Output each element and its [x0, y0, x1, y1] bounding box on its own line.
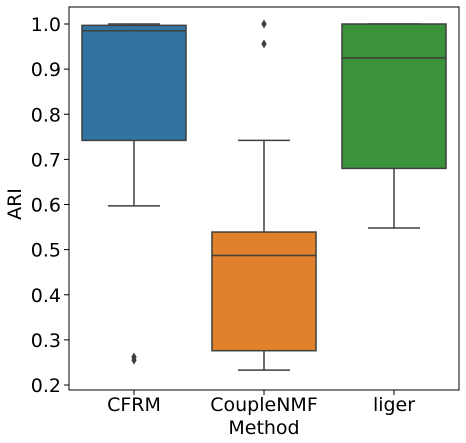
outlier-couplenmf-0	[261, 39, 267, 49]
y-tick-label: 0.9	[31, 59, 61, 81]
plot-frame	[68, 6, 460, 391]
y-tick-label: 0.3	[31, 330, 61, 352]
y-tick-label: 0.2	[31, 375, 61, 397]
box-liger	[341, 23, 447, 170]
axes: CFRM CoupleNMF liger 0.2 0.3 0.4 0.5 0.6 0.7 0.8 0…	[31, 6, 460, 416]
y-tick-label: 0.7	[31, 149, 61, 171]
x-tick-label-cfrm: CFRM	[107, 394, 161, 416]
y-tick-label: 1.0	[31, 14, 61, 36]
y-tick-label: 0.8	[31, 104, 61, 126]
plot-area	[81, 19, 447, 371]
box-couplenmf	[211, 231, 317, 352]
box-group-cfrm	[81, 23, 187, 365]
x-tick-label-liger: liger	[373, 394, 415, 416]
box-group-couplenmf	[211, 19, 317, 371]
y-tick-label: 0.6	[31, 195, 61, 217]
outlier-couplenmf-1	[261, 19, 267, 29]
y-axis-label: ARI	[4, 188, 26, 220]
box-group-liger	[341, 23, 447, 229]
x-tick-label-couplenmf: CoupleNMF	[210, 394, 318, 416]
x-axis-label: Method	[228, 417, 299, 439]
outlier-cfrm-1	[131, 352, 137, 362]
box-cfrm	[81, 24, 187, 142]
y-tick-label: 0.5	[31, 240, 61, 262]
y-tick-label: 0.4	[31, 285, 61, 307]
